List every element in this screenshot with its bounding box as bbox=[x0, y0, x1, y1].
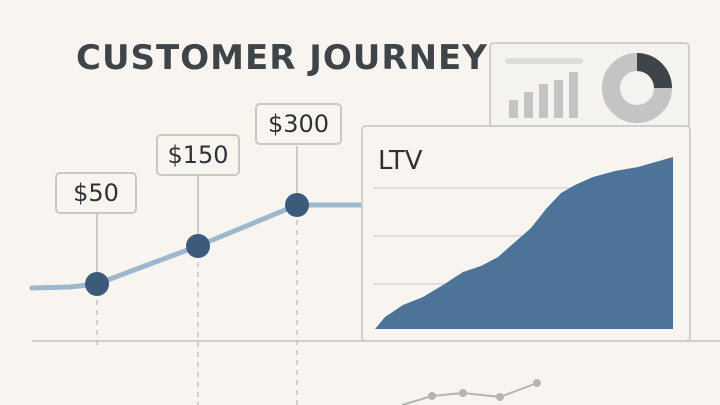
ltv-area bbox=[375, 157, 673, 329]
sparkline-point bbox=[428, 392, 436, 400]
thumbnail-bar bbox=[554, 80, 563, 118]
thumbnail-header-bar bbox=[505, 58, 583, 64]
thumbnail-bar bbox=[524, 92, 533, 118]
value-tag-3: $300 bbox=[255, 103, 342, 145]
sparkline bbox=[401, 382, 538, 405]
ltv-label: LTV bbox=[378, 146, 423, 176]
thumbnail-donut-slice bbox=[637, 53, 672, 88]
value-tag-2: $150 bbox=[156, 134, 240, 176]
ltv-area-chart bbox=[373, 157, 673, 329]
thumbnail-bar bbox=[569, 72, 578, 118]
journey-point-1 bbox=[85, 272, 109, 296]
dashboard-thumbnail-graphic bbox=[505, 53, 672, 123]
journey-point-3 bbox=[285, 193, 309, 217]
sparkline-point bbox=[533, 379, 541, 387]
value-tag-1: $50 bbox=[55, 172, 137, 214]
dashboard-thumbnail-card bbox=[489, 42, 690, 140]
sparkline-point bbox=[496, 393, 504, 401]
journey-point-2 bbox=[186, 234, 210, 258]
page-title: CUSTOMER JOURNEY bbox=[76, 38, 488, 78]
thumbnail-bar bbox=[509, 100, 518, 118]
thumbnail-bar bbox=[539, 84, 548, 118]
sparkline-point bbox=[459, 389, 467, 397]
ltv-card bbox=[361, 125, 691, 342]
